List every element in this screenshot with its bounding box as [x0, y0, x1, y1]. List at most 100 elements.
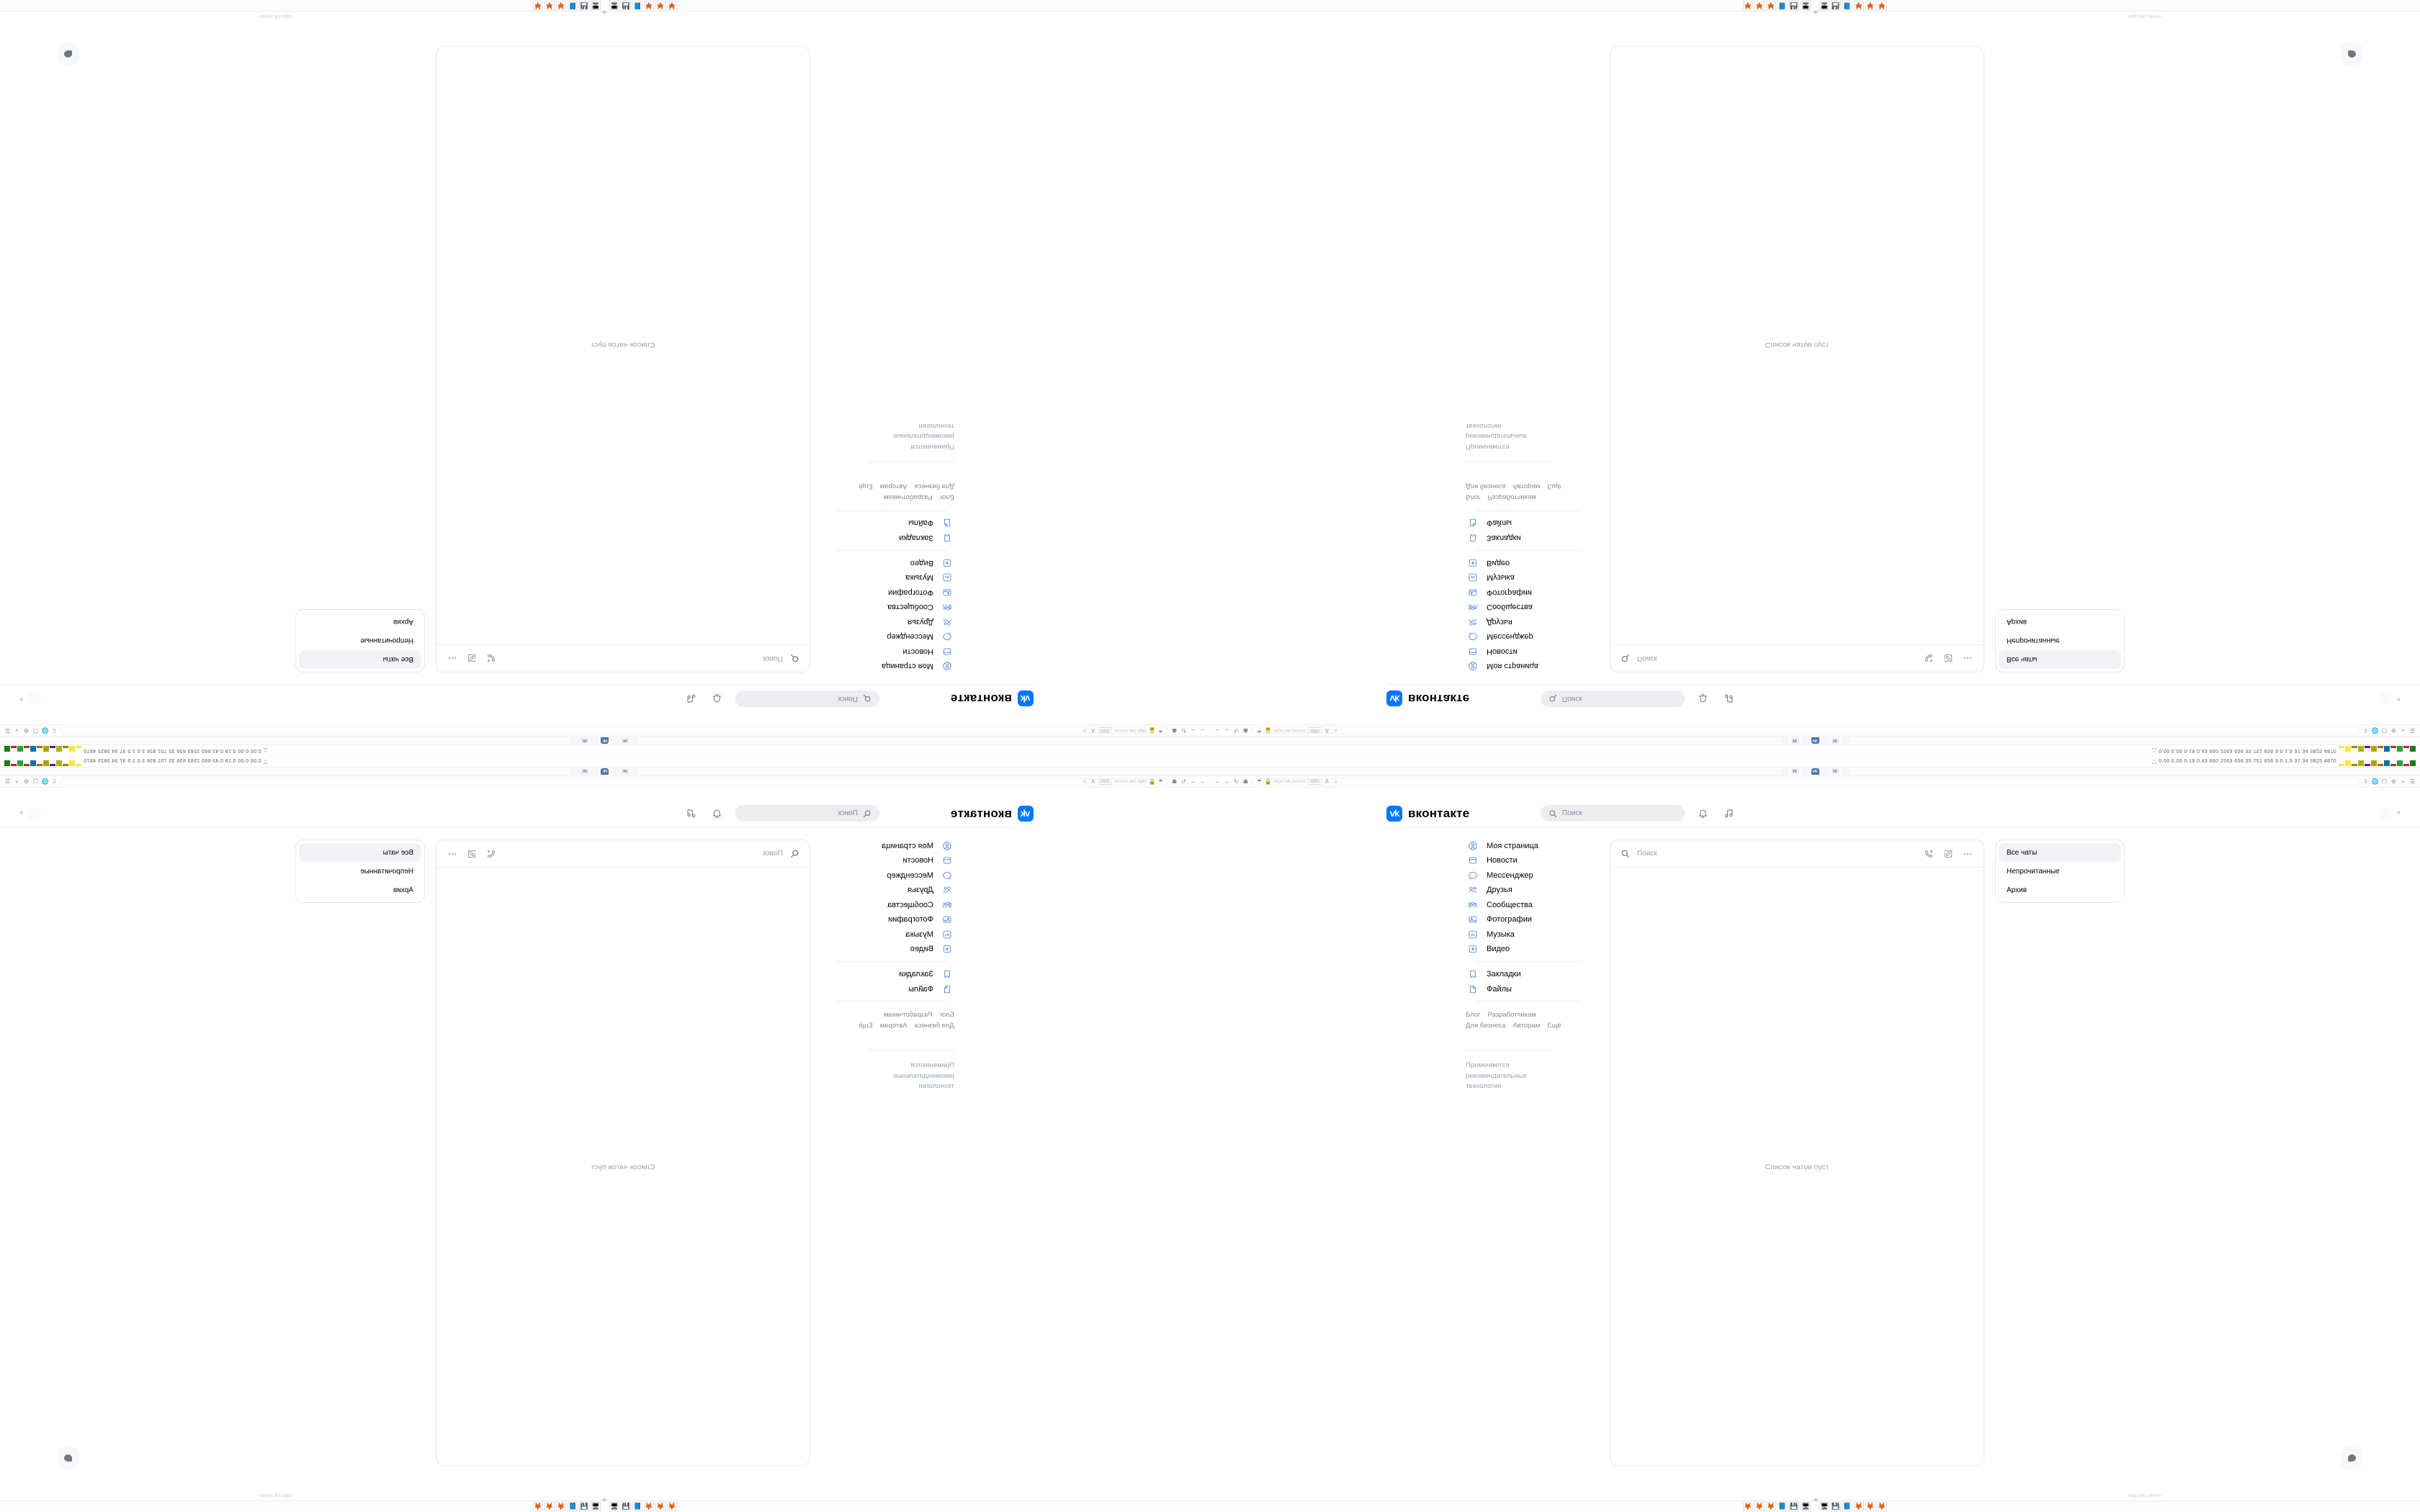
ellipsis-icon[interactable]: [447, 652, 459, 665]
avatar[interactable]: [2379, 806, 2393, 820]
os-taskbar[interactable]: ◀▶ 🦊 🦊 🦊 📘 💾 🖥 🖥 💾 📘 🦊 🦊 🦊: [0, 0, 1210, 14]
chevron-up-icon[interactable]: △: [2152, 747, 2157, 755]
taskbar-item-firefox-icon[interactable]: 🦊: [1877, 1502, 1887, 1511]
globe-icon[interactable]: 🌐: [41, 778, 49, 785]
chat-filter-item[interactable]: Все чаты: [299, 650, 421, 669]
taskbar-item-firefox-icon[interactable]: 🦊: [1854, 1502, 1864, 1511]
taskbar-item-firefox-icon[interactable]: 🦊: [556, 1, 566, 10]
browser-tab[interactable]: [611, 768, 619, 775]
bell-icon[interactable]: [1695, 691, 1711, 707]
sidebar-item-6[interactable]: Фотографии: [828, 587, 954, 599]
chevron-down-icon[interactable]: ▼: [2396, 811, 2401, 816]
browser-tab[interactable]: VK: [581, 737, 589, 744]
browser-tab[interactable]: [1841, 768, 1850, 775]
back-arrow-icon[interactable]: ←: [1199, 727, 1206, 734]
bookmark-star-icon[interactable]: ☆: [1332, 778, 1338, 785]
taskbar-item-firefox-icon[interactable]: 🦊: [1743, 1502, 1753, 1511]
browser-tab[interactable]: [591, 737, 599, 744]
taskbar-item-firefox-icon[interactable]: 🦊: [1743, 1, 1753, 10]
zoom-level-badge[interactable]: 100%: [1098, 778, 1112, 785]
sidebar-item-1[interactable]: Моя страница: [1466, 660, 1592, 672]
browser-tab[interactable]: [631, 737, 640, 744]
chat-filter-item[interactable]: Архив: [393, 618, 413, 626]
taskbar-item-terminal-icon[interactable]: 🖥: [1801, 1502, 1811, 1511]
taskbar-item-floppy-disk-icon[interactable]: 💾: [1789, 1, 1799, 10]
shield-icon[interactable]: ☂: [1256, 778, 1263, 785]
chat-filter-item[interactable]: Непрочитанные: [2007, 867, 2060, 876]
browser-tab[interactable]: VK: [601, 737, 609, 744]
taskbar-item-notepad-icon[interactable]: 📘: [1778, 1502, 1788, 1511]
browser-tabstrip[interactable]: VK VK VK: [0, 736, 1210, 744]
back-arrow-icon[interactable]: ←: [1214, 778, 1221, 785]
chevron-down-icon[interactable]: ▼: [2396, 696, 2401, 701]
account-menu[interactable]: ▼: [0, 692, 41, 706]
sidebar-footer-link[interactable]: Ещё: [1547, 482, 1561, 491]
taskbar-item-firefox-icon[interactable]: 🦊: [1877, 1, 1887, 10]
browser-tab[interactable]: VK: [1791, 768, 1799, 775]
global-search-input[interactable]: Поиск: [1541, 805, 1685, 822]
taskbar-item-floppy-disk-icon[interactable]: 💾: [1831, 1, 1841, 10]
sidebar-item-1[interactable]: Закладки: [828, 532, 954, 544]
floating-chat-button[interactable]: [58, 1447, 79, 1469]
taskbar-item-notepad-icon[interactable]: 📘: [1842, 1502, 1852, 1511]
container-icon[interactable]: ☐: [32, 778, 39, 785]
home-icon[interactable]: ☗: [1171, 778, 1178, 785]
taskbar-item-firefox-icon[interactable]: 🦊: [544, 1, 555, 10]
sidebar-item-1[interactable]: Закладки: [828, 968, 954, 981]
sidebar-item-3[interactable]: Мессенджер: [828, 869, 954, 881]
globe-icon[interactable]: 🌐: [2371, 778, 2379, 785]
browser-navbar[interactable]: ← → ↻ ☗ ☂ 🔒 https://vk.com/im 100% Ａ ☆ ⇩…: [0, 776, 1210, 788]
sidebar-item-8[interactable]: Видео: [828, 557, 954, 570]
music-note-icon[interactable]: [684, 806, 699, 822]
sidebar-footer-link[interactable]: Авторам: [1512, 482, 1541, 491]
sidebar-item-5[interactable]: Сообщества: [828, 601, 954, 613]
browser-tab[interactable]: VK: [1791, 737, 1799, 744]
sidebar-item-2[interactable]: Файлы: [1466, 517, 1592, 529]
vk-logo[interactable]: vk вконтакте: [889, 805, 1034, 822]
taskbar-item-floppy-disk-icon[interactable]: 💾: [579, 1502, 589, 1511]
sidebar-item-1[interactable]: Закладки: [1466, 968, 1592, 981]
browser-tab[interactable]: VK: [621, 737, 629, 744]
chat-filter-item[interactable]: Все чаты: [1999, 650, 2121, 669]
menu-icon[interactable]: ☰: [2409, 727, 2416, 734]
home-icon[interactable]: ☗: [1242, 727, 1249, 734]
chat-filter-item[interactable]: Непрочитанные: [2007, 636, 2060, 645]
taskbar-item-notepad-icon[interactable]: 📘: [632, 1502, 642, 1511]
avatar[interactable]: [27, 692, 41, 706]
container-icon[interactable]: ☐: [2381, 727, 2388, 734]
taskbar-item-firefox-icon[interactable]: 🦊: [667, 1502, 677, 1511]
address-bar[interactable]: ☂ 🔒 https://vk.com/im 100% Ａ ☆: [1252, 778, 2360, 786]
floating-chat-button[interactable]: [2341, 43, 2362, 65]
music-note-icon[interactable]: [1721, 806, 1736, 822]
phone-plus-icon[interactable]: [485, 847, 498, 860]
taskbar-item-firefox-icon[interactable]: 🦊: [1854, 1, 1864, 10]
chat-filter-item[interactable]: Непрочитанные: [360, 636, 413, 645]
translate-icon[interactable]: Ａ: [1090, 727, 1096, 734]
back-arrow-icon[interactable]: ←: [1214, 727, 1221, 734]
sidebar-item-5[interactable]: Сообщества: [1466, 899, 1592, 911]
taskbar-item-firefox-icon[interactable]: 🦊: [1766, 1, 1776, 10]
taskbar-item-firefox-icon[interactable]: 🦊: [655, 1, 666, 10]
sidebar-footer-link[interactable]: Блог: [1466, 1011, 1481, 1019]
global-search-input[interactable]: Поиск: [1541, 690, 1685, 707]
messenger-search-input[interactable]: Поиск: [1637, 850, 1657, 858]
taskbar-item-floppy-disk-icon[interactable]: 💾: [621, 1502, 631, 1511]
sidebar-item-3[interactable]: Мессенджер: [828, 631, 954, 643]
sidebar-footer-link[interactable]: Ещё: [859, 482, 873, 491]
taskbar-item-notepad-icon[interactable]: 📘: [568, 1502, 578, 1511]
browser-tab[interactable]: [591, 768, 599, 775]
downloads-icon[interactable]: ⇩: [52, 778, 57, 785]
browser-navbar[interactable]: ← → ↻ ☗ ☂ 🔒 https://vk.com/im 100% Ａ ☆ ⇩…: [0, 724, 1210, 736]
sidebar-footer-links[interactable]: Блог Разработчикам Для бизнеса Авторам Ещё: [845, 1010, 954, 1031]
phone-plus-icon[interactable]: [1922, 847, 1935, 860]
phone-plus-icon[interactable]: [1922, 652, 1935, 665]
bell-icon[interactable]: [709, 806, 725, 822]
browser-tabstrip[interactable]: VK VK VK: [1210, 768, 2420, 776]
sidebar-footer-links[interactable]: Блог Разработчикам Для бизнеса Авторам Ещё: [845, 481, 954, 502]
sidebar-footer-link[interactable]: Блог: [939, 1011, 954, 1019]
extensions-icon[interactable]: ⚙: [2390, 778, 2397, 785]
chevrons-icon[interactable]: »: [15, 778, 19, 785]
os-taskbar[interactable]: ◀▶ 🦊 🦊 🦊 📘 💾 🖥 🖥 💾 📘 🦊 🦊 🦊: [0, 1498, 1210, 1512]
browser-tab[interactable]: [570, 737, 579, 744]
browser-tab[interactable]: VK: [601, 768, 609, 775]
